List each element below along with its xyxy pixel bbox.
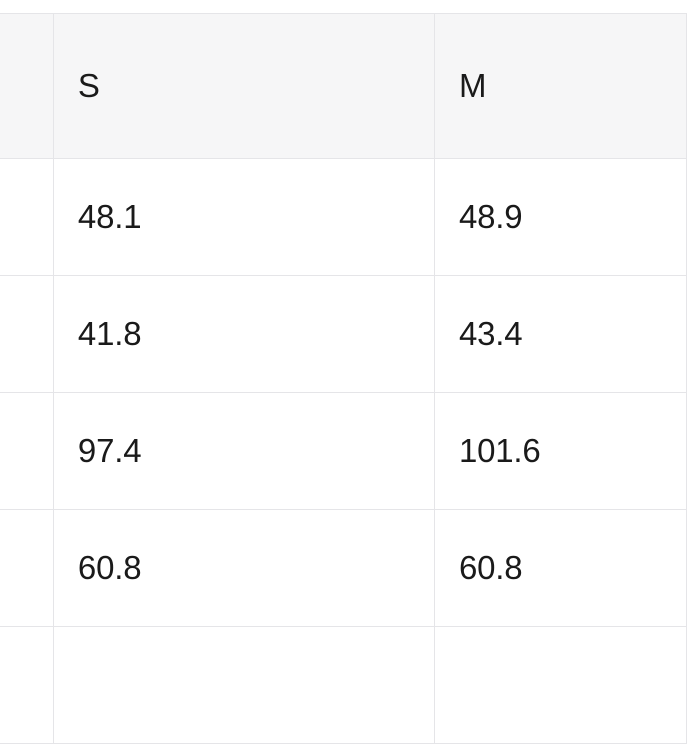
table-cell bbox=[0, 510, 53, 627]
table-cell bbox=[0, 276, 53, 393]
table: S M 48.1 48.9 bbox=[0, 13, 687, 744]
cell-value: 60.8 bbox=[459, 549, 522, 586]
cell-value: 43.4 bbox=[459, 315, 522, 352]
cell-value: 97.4 bbox=[78, 432, 141, 469]
header-label: M bbox=[459, 67, 486, 104]
cell-value: 101.6 bbox=[459, 432, 541, 469]
table-cell: 41.8 bbox=[53, 276, 434, 393]
cell-value: 48.1 bbox=[78, 198, 141, 235]
table-cell: 48.1 bbox=[53, 159, 434, 276]
table-header-row: S M bbox=[0, 14, 687, 159]
cell-value: 48.9 bbox=[459, 198, 522, 235]
table-cell: 60.8 bbox=[53, 510, 434, 627]
table-row bbox=[0, 627, 687, 744]
table-cell: 97.4 bbox=[53, 393, 434, 510]
table-cell: 48.9 bbox=[434, 159, 686, 276]
cell-value: 60.8 bbox=[78, 549, 141, 586]
table-row: 60.8 60.8 bbox=[0, 510, 687, 627]
cell-value: 41.8 bbox=[78, 315, 141, 352]
table-row: 48.1 48.9 bbox=[0, 159, 687, 276]
table-row: 97.4 101.6 bbox=[0, 393, 687, 510]
table-header-cell bbox=[0, 14, 53, 159]
table-header-cell: M bbox=[434, 14, 686, 159]
table-cell: 60.8 bbox=[434, 510, 686, 627]
size-table: S M 48.1 48.9 bbox=[0, 0, 697, 697]
table-cell bbox=[0, 159, 53, 276]
table-row: 41.8 43.4 bbox=[0, 276, 687, 393]
table-header-cell: S bbox=[53, 14, 434, 159]
table-cell bbox=[53, 627, 434, 744]
table-cell bbox=[0, 393, 53, 510]
table-cell bbox=[434, 627, 686, 744]
table-cell: 43.4 bbox=[434, 276, 686, 393]
header-label: S bbox=[78, 67, 100, 104]
table-cell: 101.6 bbox=[434, 393, 686, 510]
table-cell bbox=[0, 627, 53, 744]
